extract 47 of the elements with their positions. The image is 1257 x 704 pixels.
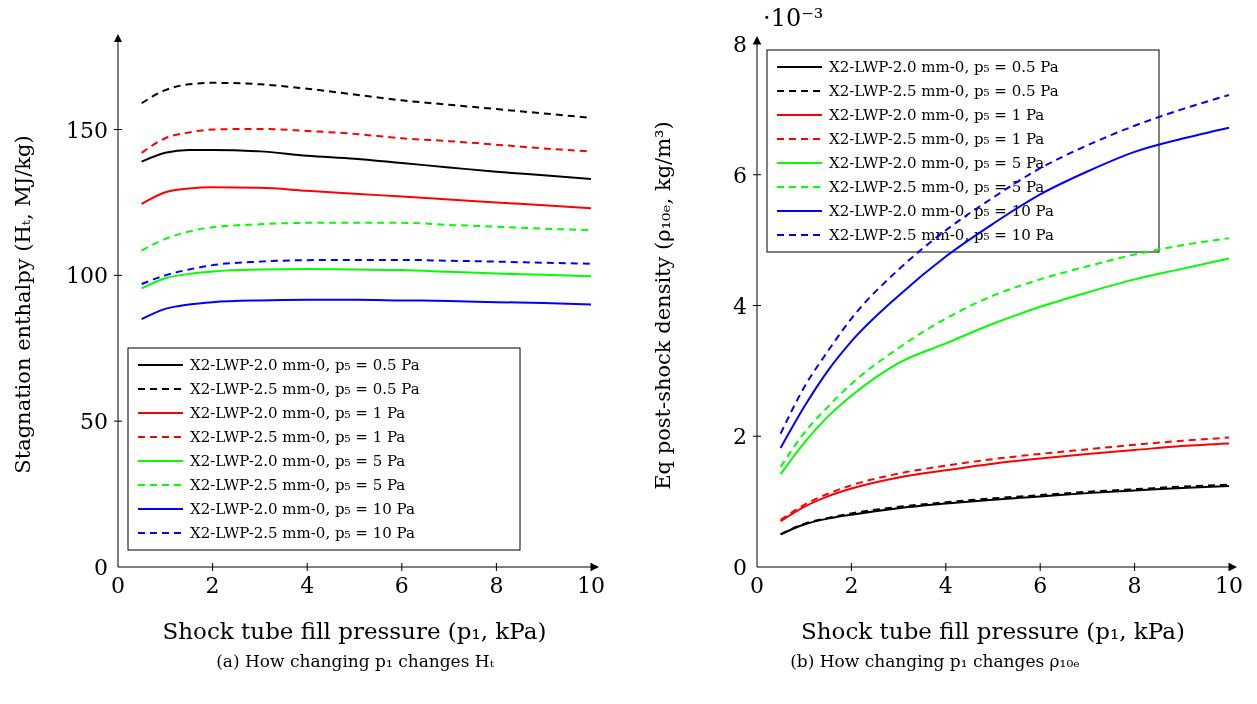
y-tick-label: 2 (733, 424, 747, 450)
x-tick-label: 6 (394, 573, 409, 598)
legend-label: X2-LWP-2.5 mm-0, p₅ = 10 Pa (190, 524, 415, 542)
x-axis-title: Shock tube fill pressure (p₁, kPa) (801, 618, 1185, 644)
x-tick-label: 4 (300, 573, 315, 598)
legend-label: X2-LWP-2.5 mm-0, p₅ = 5 Pa (190, 476, 406, 494)
text: ·10⁻³ (763, 4, 824, 32)
y-axis-title: Stagnation enthalpy (Hₜ, MJ/kg) (11, 135, 35, 474)
y-tick-label: 8 (733, 32, 747, 57)
legend-label: X2-LWP-2.0 mm-0, p₅ = 10 Pa (190, 500, 415, 518)
line-series (140, 258, 592, 286)
legend-label: X2-LWP-2.0 mm-0, p₅ = 0.5 Pa (829, 58, 1059, 76)
legend-label: X2-LWP-2.0 mm-0, p₅ = 0.5 Pa (190, 356, 420, 374)
legend-label: X2-LWP-2.0 mm-0, p₅ = 5 Pa (190, 452, 406, 470)
x-tick-label: 2 (205, 573, 220, 598)
x-tick-label: 6 (1033, 573, 1048, 598)
x-tick-label: 0 (111, 573, 125, 598)
legend-label: X2-LWP-2.5 mm-0, p₅ = 0.5 Pa (829, 82, 1059, 100)
legend-label: X2-LWP-2.0 mm-0, p₅ = 1 Pa (190, 404, 406, 422)
y-tick-label: 4 (733, 293, 747, 319)
x-tick-label: 8 (1127, 573, 1142, 598)
text: (b) How changing p₁ changes ρ₁₀ₑ (790, 651, 1080, 671)
x-tick-label: 10 (1215, 573, 1243, 598)
legend-label: X2-LWP-2.0 mm-0, p₅ = 5 Pa (829, 154, 1045, 172)
y-tick-label: 100 (66, 263, 108, 289)
x-tick-label: 10 (577, 573, 605, 598)
legend-label: X2-LWP-2.0 mm-0, p₅ = 10 Pa (829, 202, 1054, 220)
y-tick-label: 0 (733, 555, 747, 580)
y-axis-title: Eq post-shock density (ρ₁₀ₑ, kg/m³) (651, 121, 675, 490)
legend-label: X2-LWP-2.5 mm-0, p₅ = 1 Pa (190, 428, 406, 446)
y-tick-label: 6 (733, 162, 747, 188)
x-tick-label: 0 (750, 573, 764, 598)
legend-label: X2-LWP-2.5 mm-0, p₅ = 0.5 Pa (190, 380, 420, 398)
text: (a) How changing p₁ changes Hₜ (216, 651, 495, 671)
y-tick-label: 50 (80, 409, 108, 435)
x-axis-title: Shock tube fill pressure (p₁, kPa) (162, 618, 547, 644)
line-series (140, 267, 592, 290)
y-tick-label: 0 (94, 555, 108, 580)
legend-label: X2-LWP-2.0 mm-0, p₅ = 1 Pa (829, 106, 1045, 124)
line-series (140, 148, 592, 181)
x-tick-label: 8 (489, 573, 504, 598)
x-tick-label: 2 (844, 573, 859, 598)
y-tick-label: 150 (66, 117, 108, 143)
line-series (140, 298, 592, 321)
x-tick-label: 4 (938, 573, 953, 598)
line-series (140, 186, 592, 210)
legend-label: X2-LWP-2.5 mm-0, p₅ = 1 Pa (829, 130, 1045, 148)
